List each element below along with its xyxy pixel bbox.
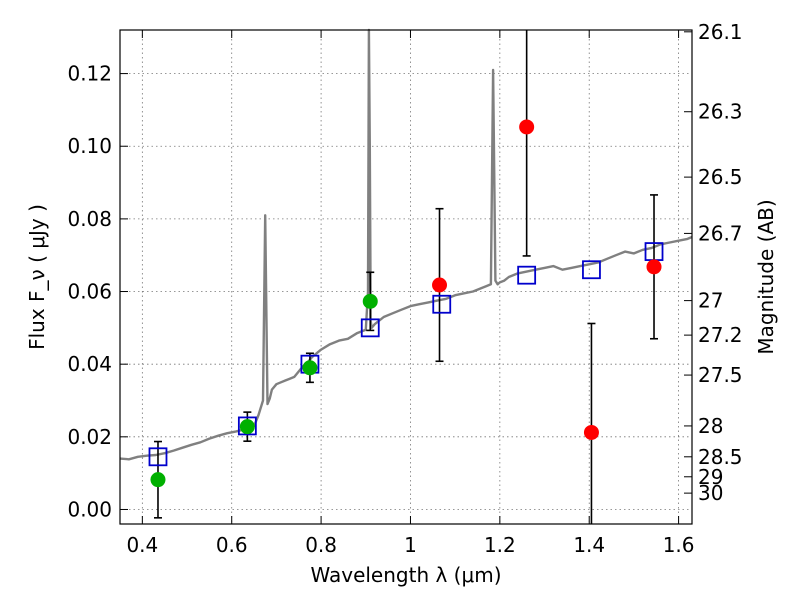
x-tick-label: 1.4 <box>573 533 605 557</box>
observed-optical-point <box>150 472 166 488</box>
y-tick-label: 0.06 <box>67 280 112 304</box>
x-tick-label: 0.8 <box>305 533 337 557</box>
grid-layer <box>120 30 692 524</box>
model-photometry-box <box>582 260 601 280</box>
magnitude-tick-label: 26.1 <box>698 20 743 44</box>
model-photometry-box <box>432 294 452 314</box>
x-axis-label: Wavelength λ (μm) <box>310 563 501 587</box>
magnitude-tick-label: 26.7 <box>698 221 743 245</box>
observed-nir-point <box>432 277 448 293</box>
x-tick-label: 1 <box>404 533 417 557</box>
observed-point-layer <box>150 119 662 488</box>
x-tick-label: 0.4 <box>126 533 158 557</box>
observed-optical-point <box>302 360 318 376</box>
tick-layer: 0.4 0.6 0.8 1 1.2 1.4 1.6 0.00 0.02 0.04 0.06 0.08 0… <box>67 20 742 557</box>
y-axis-right-label: Magnitude (AB) <box>754 199 778 354</box>
observed-nir-point <box>519 119 535 135</box>
y-tick-label: 0.08 <box>67 207 112 231</box>
y-tick-label: 0.02 <box>67 425 112 449</box>
observed-optical-point <box>362 293 378 309</box>
model-photometry-box <box>517 265 537 285</box>
y-tick-label: 0.04 <box>67 352 112 376</box>
magnitude-tick-label: 27.5 <box>698 363 743 387</box>
x-tick-label: 0.6 <box>216 533 248 557</box>
x-tick-label: 1.6 <box>663 533 695 557</box>
spectrum-layer <box>119 28 693 461</box>
observed-nir-point <box>646 259 662 275</box>
magnitude-tick-label: 28 <box>698 414 723 438</box>
magnitude-tick-label: 27 <box>698 289 723 313</box>
y-tick-label: 0.12 <box>67 62 112 86</box>
observed-optical-point <box>239 419 255 435</box>
magnitude-tick-label: 29 <box>698 465 723 489</box>
observed-nir-point <box>583 424 599 440</box>
magnitude-tick-label: 30 <box>698 481 723 505</box>
y-tick-label: 0.10 <box>67 134 112 158</box>
model-photometry-box <box>360 318 380 338</box>
magnitude-tick-label: 27.2 <box>698 323 743 347</box>
model-photometry-box <box>148 447 168 467</box>
magnitude-tick-label: 28.5 <box>698 445 743 469</box>
model-photometry-box <box>237 416 257 436</box>
template-spectrum-line <box>119 28 693 461</box>
plot-frame <box>119 29 693 525</box>
y-axis-label: Flux F_ν ( μJy ) <box>25 204 49 350</box>
magnitude-tick-label: 26.5 <box>698 165 743 189</box>
x-tick-label: 1.2 <box>484 533 516 557</box>
magnitude-tick-label: 26.3 <box>698 100 743 124</box>
y-tick-label: 0.00 <box>67 497 112 521</box>
